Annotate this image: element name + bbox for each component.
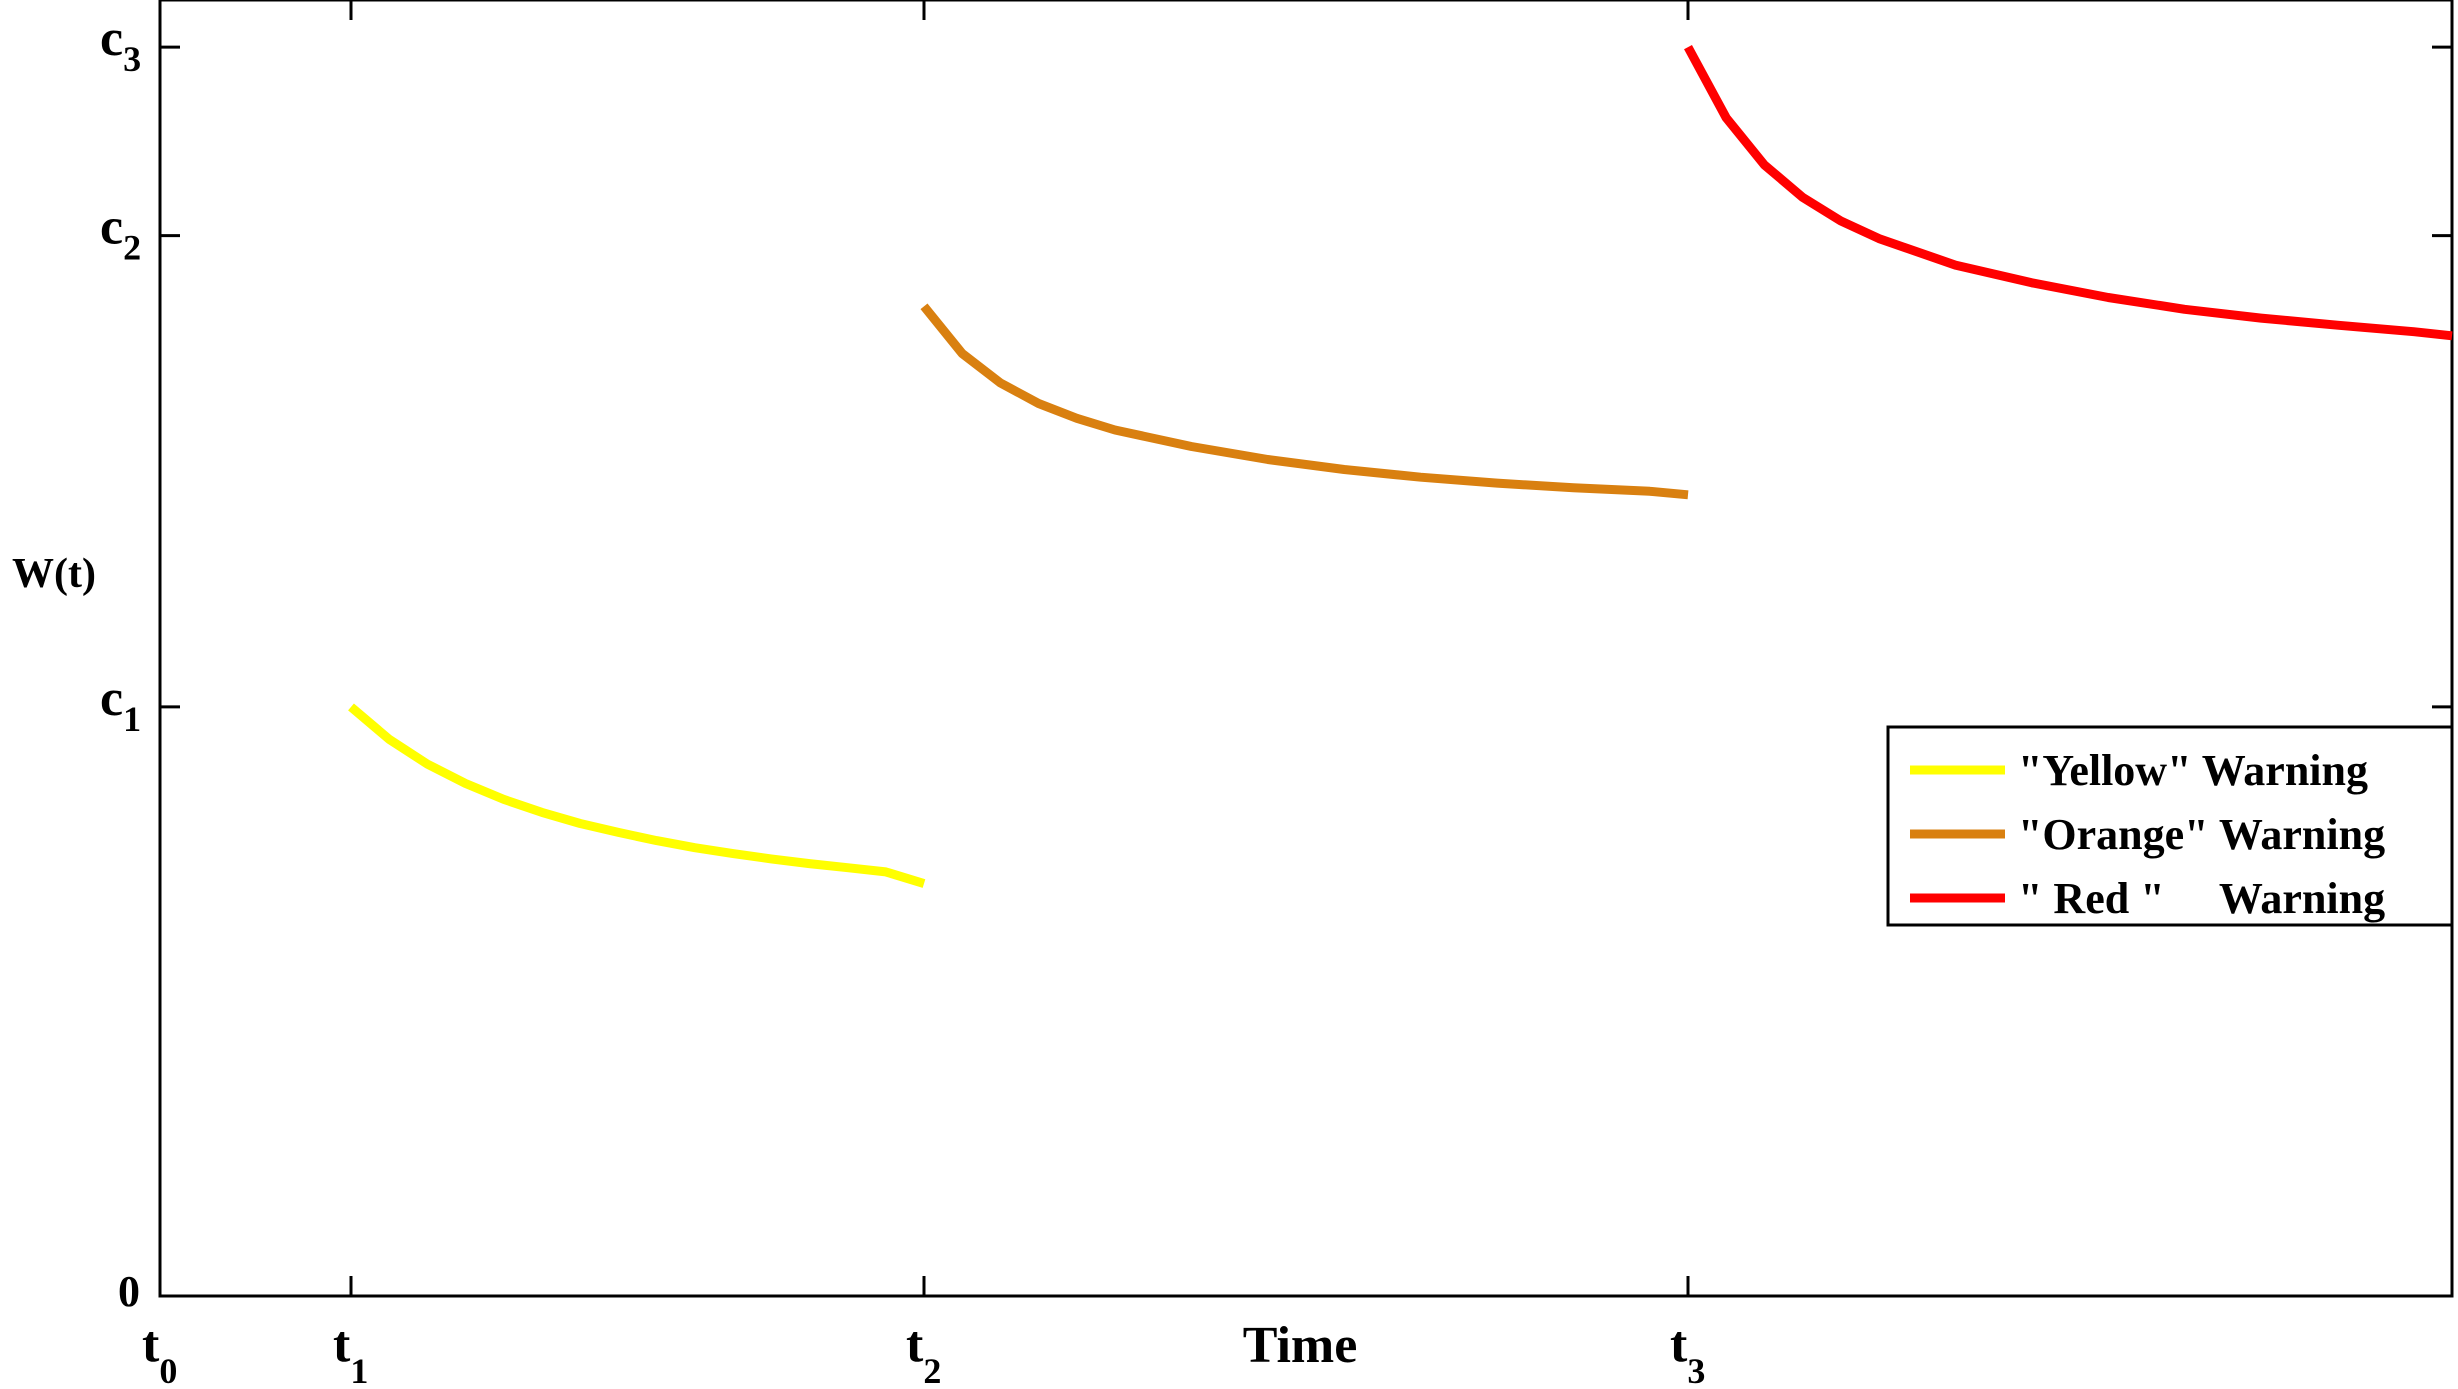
legend: "Yellow" Warning "Orange" Warning " Red " … — [1886, 725, 2454, 927]
y-tick-label: c3 — [100, 10, 141, 79]
y-axis-label: W(t) — [12, 551, 96, 597]
legend-label-3: " Red " Warning — [2018, 874, 2385, 923]
plot-area — [158, 0, 2454, 1298]
x-tick-label: t2 — [906, 1316, 941, 1389]
legend-label-2: "Orange" Warning — [2018, 810, 2385, 859]
series-line-2 — [920, 303, 1689, 500]
x-tick-label: t1 — [333, 1316, 368, 1389]
y-tick-label: c2 — [100, 199, 141, 268]
series-line-3 — [1684, 44, 2453, 341]
legend-box — [1886, 725, 2454, 927]
x-axis-label: Time — [1243, 1317, 1358, 1374]
series-layer — [348, 44, 2453, 888]
legend-label-1: "Yellow" Warning — [2018, 746, 2368, 795]
series-line-1 — [348, 703, 926, 888]
y-tick-label: c1 — [100, 670, 141, 739]
x-tick-label: t0 — [142, 1316, 177, 1389]
y-tick-label: 0 — [118, 1267, 140, 1316]
x-tick-label: t3 — [1670, 1316, 1705, 1389]
